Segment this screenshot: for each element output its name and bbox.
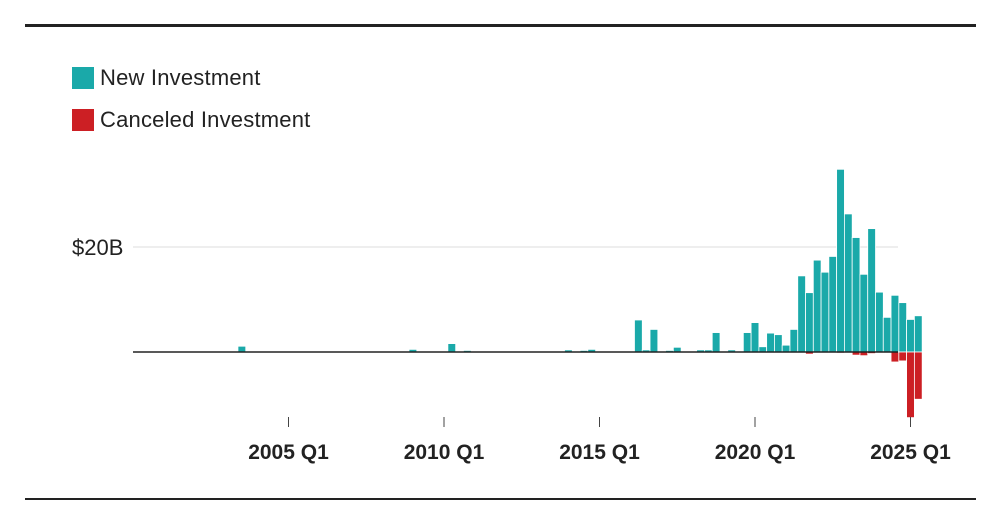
- bar-new-investment: [898, 302, 908, 353]
- x-tick-label: 2005 Q1: [248, 441, 329, 464]
- bar-new-investment: [237, 345, 247, 353]
- legend-label-canceled-investment: Canceled Investment: [100, 107, 311, 132]
- bar-new-investment: [851, 237, 861, 353]
- x-tick-label: 2010 Q1: [404, 441, 485, 464]
- bar-new-investment: [742, 332, 752, 353]
- bar-new-investment: [766, 332, 775, 353]
- x-tick-label: 2025 Q1: [870, 441, 951, 464]
- bar-new-investment: [789, 329, 799, 353]
- bar-new-investment: [774, 334, 783, 353]
- bar-new-investment: [913, 315, 923, 353]
- bar-new-investment: [828, 256, 838, 353]
- bar-new-investment: [750, 322, 760, 353]
- chart-legend: New Investment Canceled Investment: [72, 63, 310, 147]
- bar-new-investment: [649, 329, 659, 353]
- bar-new-investment: [797, 275, 806, 353]
- bar-new-investment: [882, 316, 892, 353]
- bar-new-investment: [447, 343, 457, 353]
- bar-canceled-investment: [913, 351, 923, 400]
- legend-swatch-canceled-investment: [72, 109, 94, 131]
- bar-new-investment: [781, 344, 791, 353]
- legend-label-new-investment: New Investment: [100, 65, 261, 90]
- bar-canceled-investment: [906, 351, 915, 419]
- bar-new-investment: [906, 319, 915, 353]
- bar-new-investment: [890, 294, 900, 353]
- bar-new-investment: [867, 228, 876, 353]
- bottom-rule: [25, 498, 976, 500]
- bar-canceled-investment: [898, 351, 908, 362]
- bar-new-investment: [844, 213, 853, 353]
- x-tick-label: 2015 Q1: [559, 441, 640, 464]
- bar-new-investment: [634, 319, 643, 353]
- legend-item-new-investment: New Investment: [72, 63, 310, 93]
- bar-new-investment: [820, 271, 830, 353]
- bar-new-investment: [812, 259, 822, 353]
- bar-new-investment: [758, 346, 768, 353]
- bar-new-investment: [859, 273, 869, 353]
- top-rule: [25, 24, 976, 27]
- legend-swatch-new-investment: [72, 67, 94, 89]
- bar-new-investment: [711, 332, 721, 353]
- bar-canceled-investment: [890, 351, 900, 363]
- bar-new-investment: [875, 291, 884, 353]
- bar-new-investment: [836, 168, 845, 353]
- y-tick-label: $20B: [72, 235, 123, 260]
- bar-new-investment: [805, 292, 814, 353]
- legend-item-canceled-investment: Canceled Investment: [72, 105, 310, 135]
- x-tick-label: 2020 Q1: [715, 441, 796, 464]
